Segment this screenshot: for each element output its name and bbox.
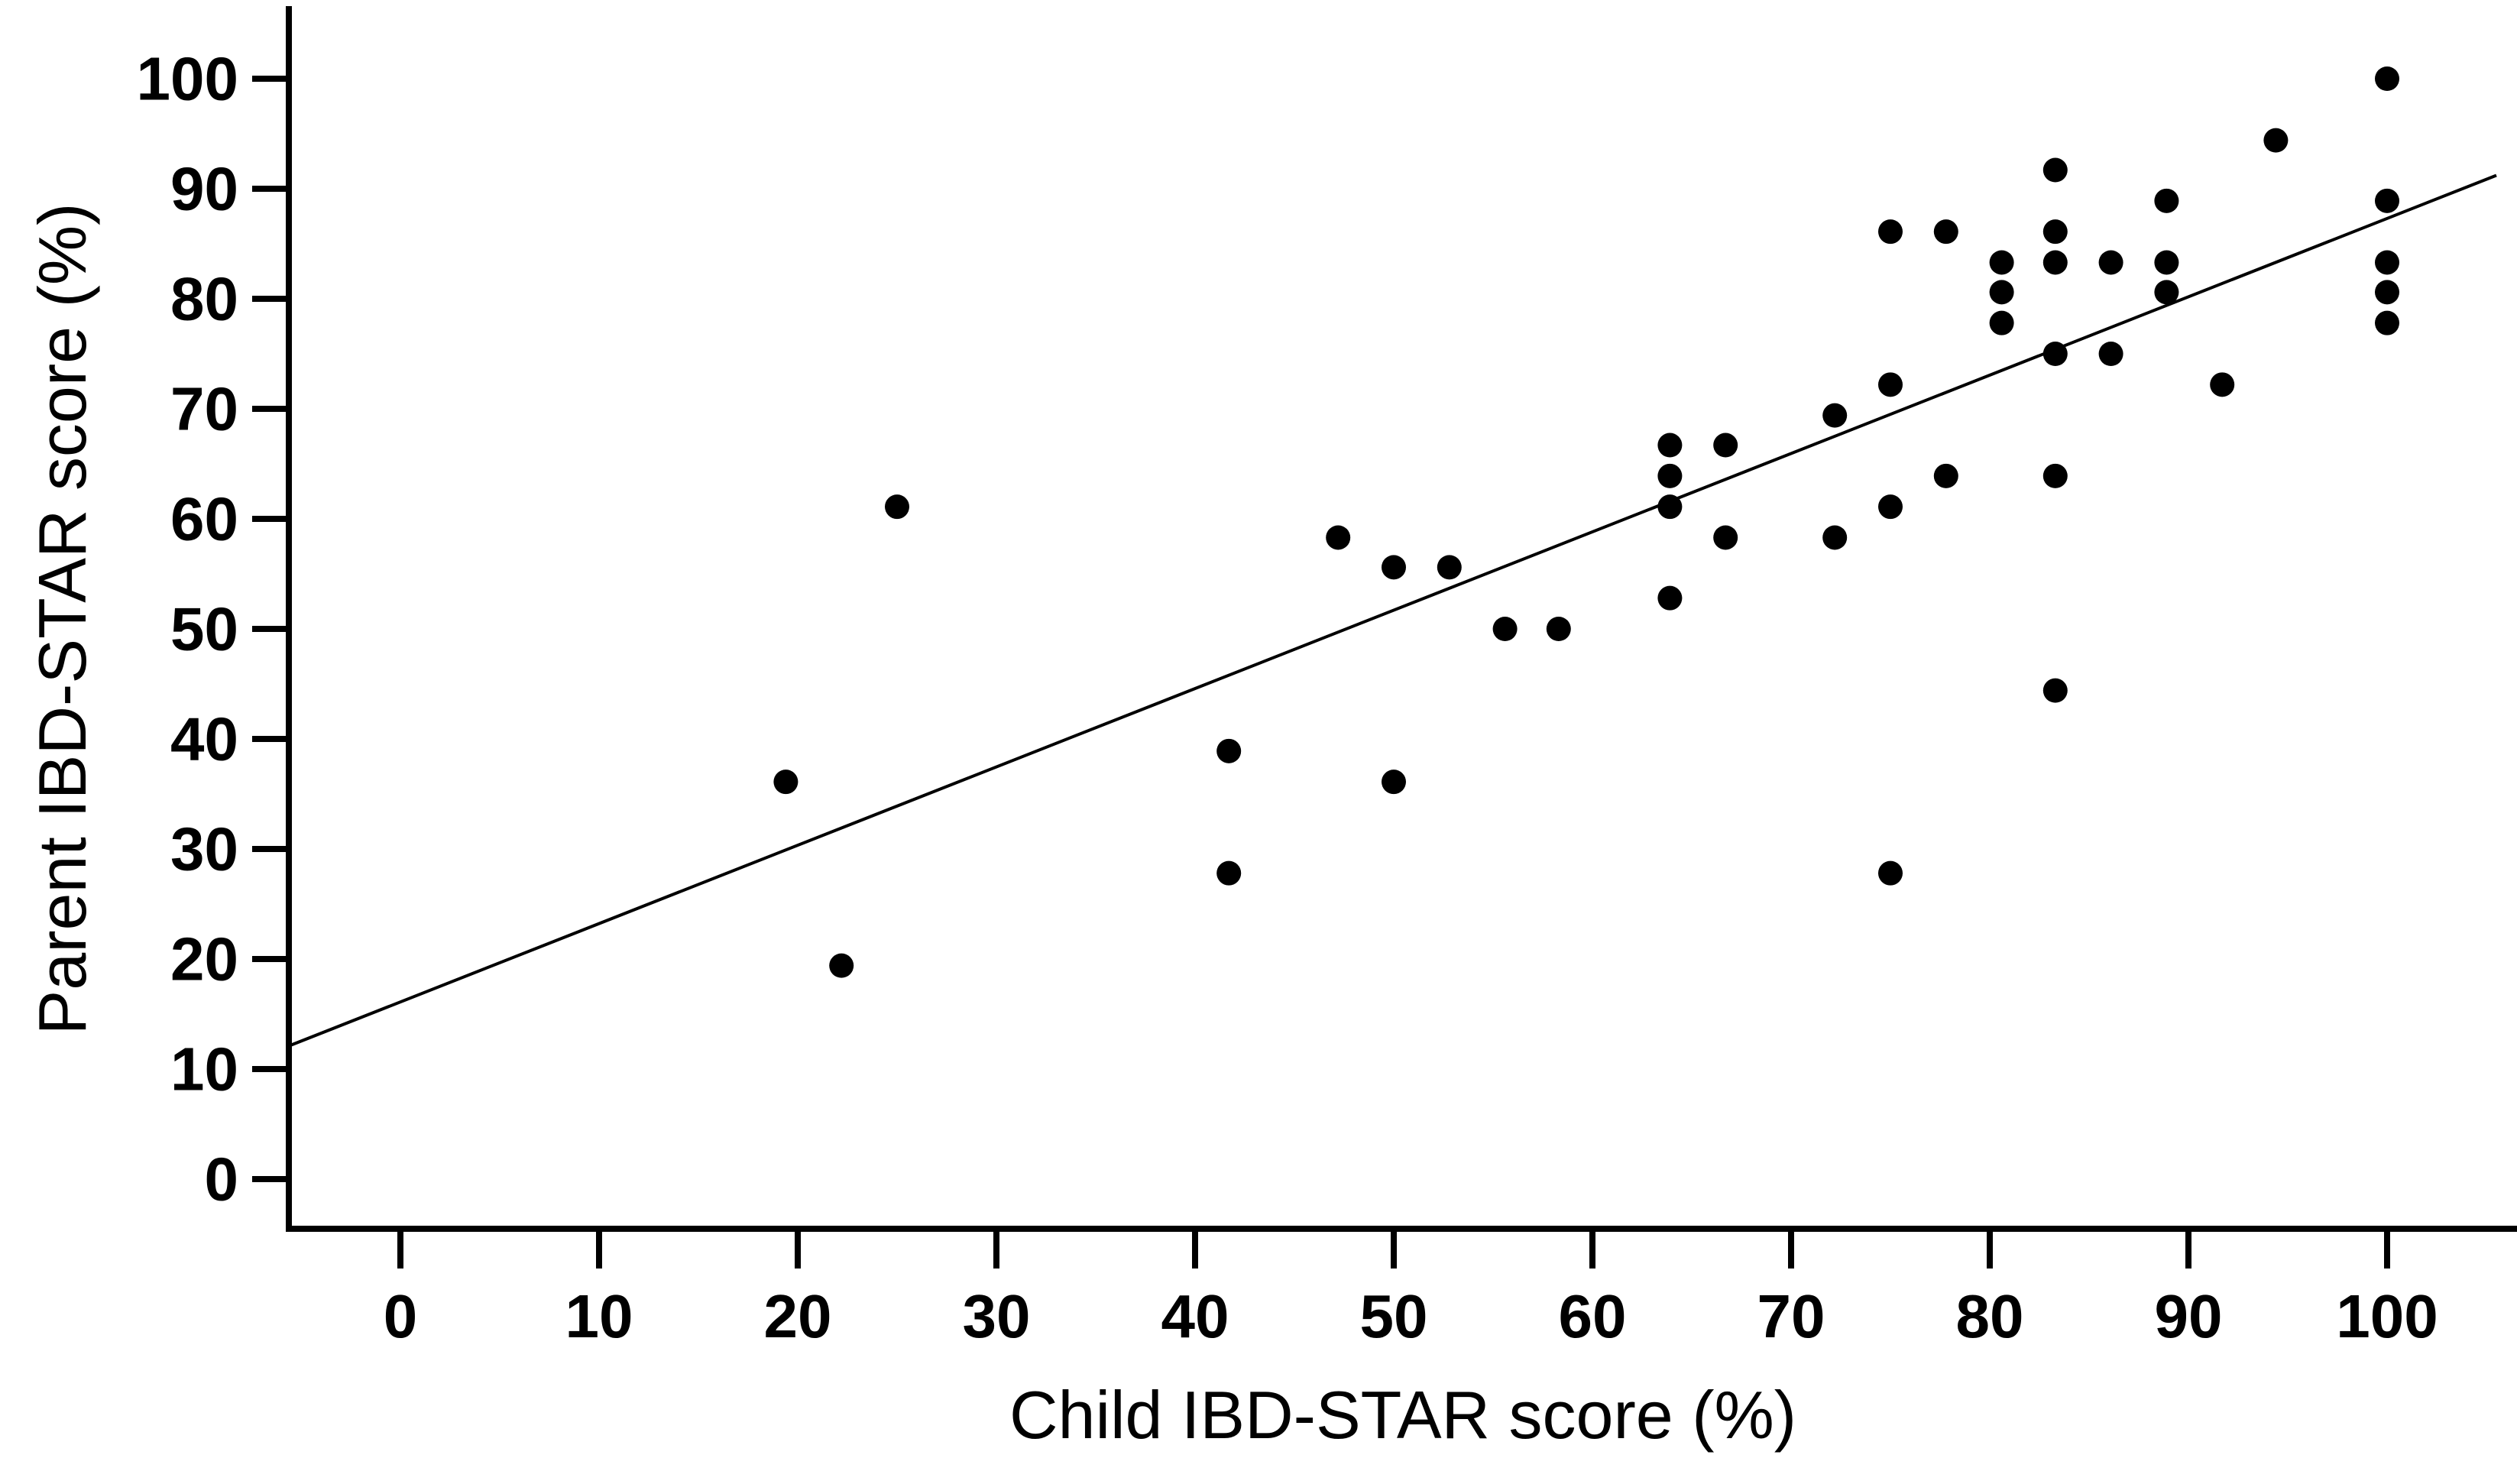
- data-point: [2098, 342, 2123, 366]
- x-tick-label: 20: [764, 1282, 832, 1350]
- data-point: [1713, 525, 1738, 550]
- data-point: [829, 953, 854, 978]
- y-axis-ticks: 0 10 20 30 40 50 60 70 80 90 100: [137, 45, 289, 1213]
- data-point: [2042, 250, 2068, 275]
- x-tick-label: 60: [1559, 1282, 1627, 1350]
- y-tick-label: 70: [170, 375, 238, 443]
- data-points-group: [773, 66, 2399, 978]
- y-axis-title: Parent IBD-STAR score (%): [24, 203, 100, 1035]
- y-tick-label: 100: [137, 45, 238, 113]
- x-tick-label: 30: [963, 1282, 1031, 1350]
- data-point: [1878, 494, 1903, 520]
- data-point: [2154, 250, 2179, 275]
- data-point: [773, 770, 799, 795]
- data-point: [1657, 463, 1683, 488]
- y-tick-label: 90: [170, 155, 238, 223]
- data-point: [2098, 250, 2123, 275]
- y-tick-label: 80: [170, 265, 238, 333]
- data-point: [1878, 219, 1903, 245]
- data-point: [1878, 372, 1903, 397]
- x-tick-label: 50: [1360, 1282, 1428, 1350]
- data-point: [2375, 188, 2399, 213]
- y-tick-label: 20: [170, 925, 238, 993]
- data-point: [1216, 860, 1242, 886]
- data-point: [1878, 860, 1903, 886]
- x-tick-label: 90: [2155, 1282, 2223, 1350]
- y-tick-label: 30: [170, 815, 238, 883]
- data-point: [1216, 738, 1242, 763]
- data-point: [2042, 463, 2068, 488]
- data-point: [2375, 66, 2399, 91]
- data-point: [1546, 617, 1571, 641]
- data-point: [1657, 585, 1683, 611]
- data-point: [1933, 219, 1958, 245]
- x-tick-label: 70: [1757, 1282, 1825, 1350]
- x-axis-ticks: 0 10 20 30 40 50 60 70 80 90 100: [384, 1232, 2438, 1350]
- data-point: [2263, 128, 2289, 153]
- data-point: [2042, 219, 2068, 245]
- x-tick-label: 80: [1956, 1282, 2024, 1350]
- data-point: [2042, 157, 2068, 183]
- data-point: [1822, 525, 1848, 550]
- data-point: [2375, 310, 2399, 335]
- data-point: [1989, 250, 2014, 275]
- y-tick-label: 0: [205, 1145, 239, 1213]
- data-point: [1382, 555, 1406, 580]
- data-point: [2375, 280, 2399, 305]
- data-point: [1822, 403, 1848, 428]
- data-point: [2154, 188, 2179, 213]
- data-point: [1657, 494, 1683, 520]
- data-point: [2042, 678, 2068, 703]
- data-point: [885, 494, 909, 520]
- data-point: [2154, 280, 2179, 305]
- trend-line: [288, 173, 2497, 1048]
- data-point: [1437, 555, 1462, 580]
- data-point: [2042, 342, 2068, 366]
- y-tick-label: 50: [170, 595, 238, 663]
- y-tick-label: 60: [170, 485, 238, 553]
- trend-line-group: [288, 173, 2497, 1048]
- y-tick-label: 10: [170, 1035, 238, 1103]
- data-point: [1989, 280, 2014, 305]
- data-point: [1657, 433, 1683, 458]
- x-tick-label: 0: [384, 1282, 418, 1350]
- data-point: [1933, 463, 1958, 488]
- data-point: [2375, 250, 2399, 275]
- x-axis-title: Child IBD-STAR score (%): [1009, 1377, 1796, 1453]
- data-point: [1492, 617, 1518, 641]
- x-tick-label: 10: [565, 1282, 633, 1350]
- data-point: [1326, 525, 1351, 550]
- y-tick-label: 40: [170, 705, 238, 773]
- data-point: [1713, 433, 1738, 458]
- x-tick-label: 40: [1161, 1282, 1229, 1350]
- x-tick-label: 100: [2336, 1282, 2438, 1350]
- data-point: [1382, 770, 1406, 795]
- data-point: [1989, 310, 2014, 335]
- data-point: [2210, 372, 2235, 397]
